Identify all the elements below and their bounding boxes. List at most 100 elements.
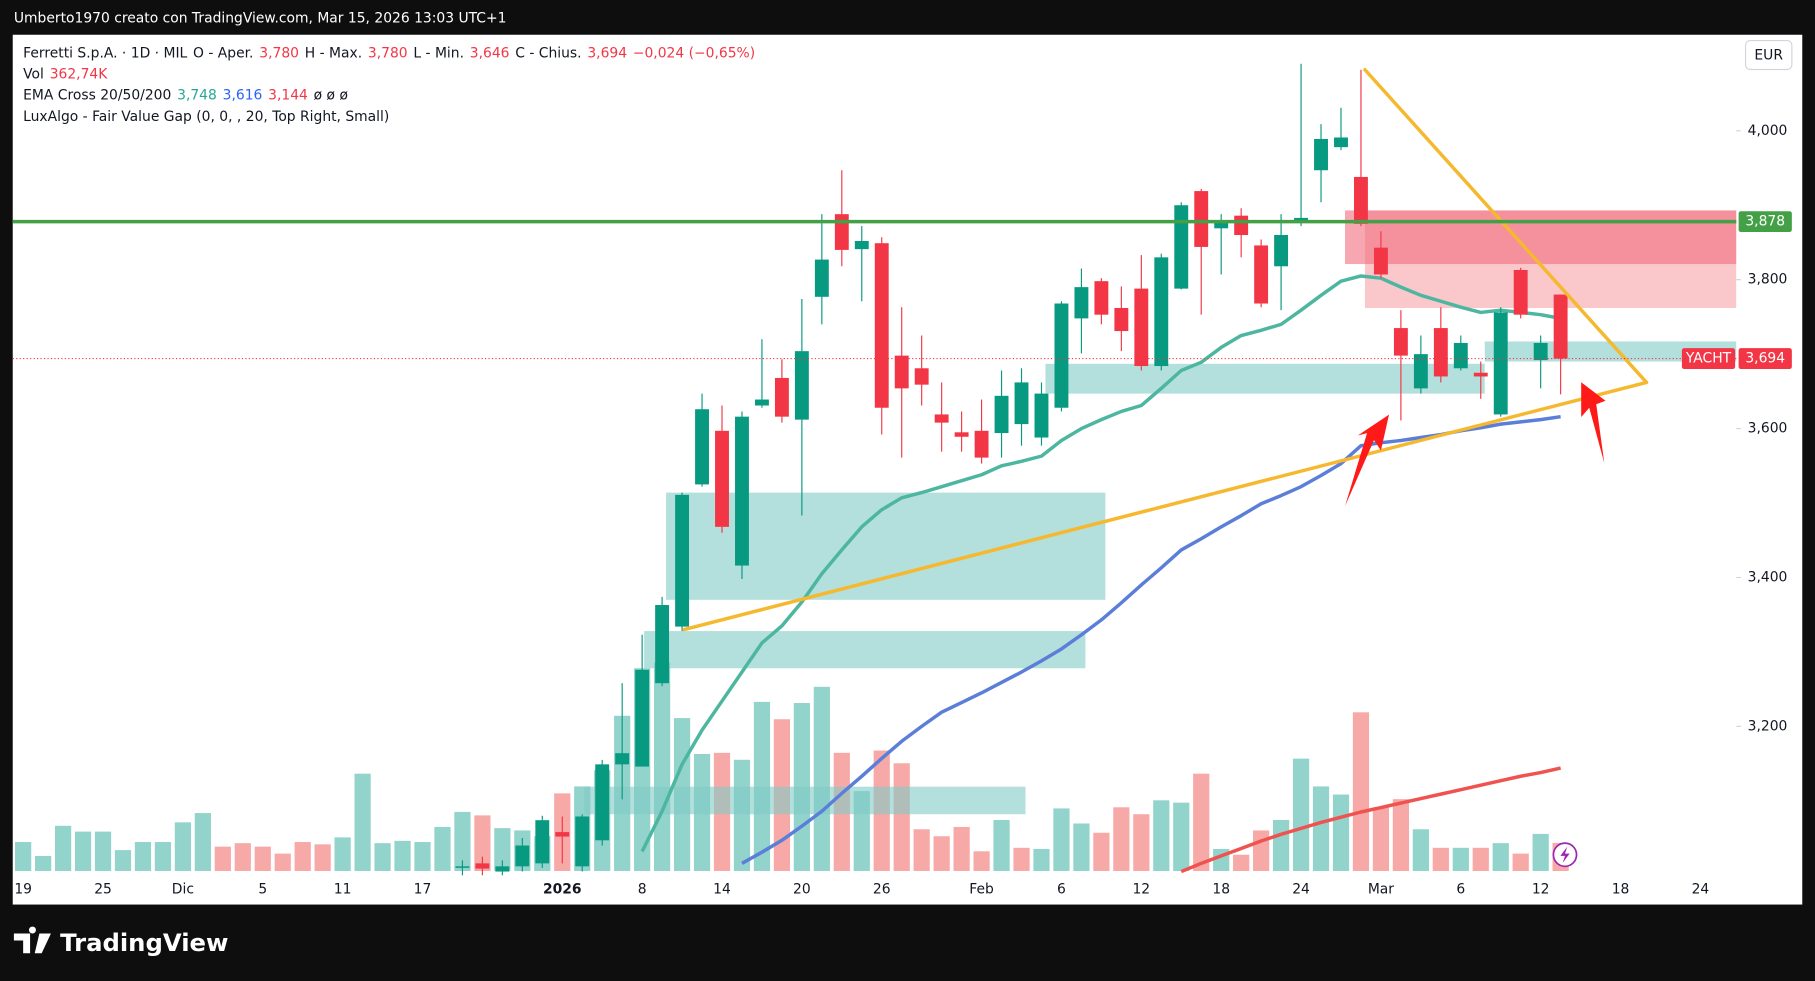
volume-bar [1332, 794, 1350, 871]
volume-bar [1432, 847, 1449, 871]
legend-text: EMA Cross 20/50/200 [23, 88, 171, 104]
chart-panel [12, 34, 1803, 905]
legend-text: LuxAlgo - Fair Value Gap (0, 0, , 20, To… [23, 109, 389, 125]
candle-body [1114, 307, 1129, 332]
legend-text: −0,024 (−0,65%) [633, 45, 755, 61]
volume-bar [1412, 829, 1429, 871]
volume-bar [234, 843, 251, 871]
volume-bar [414, 842, 431, 871]
candle-body [794, 351, 809, 420]
candle-body [874, 243, 889, 408]
candle-body [1513, 270, 1528, 315]
footer-brand: TradingView [60, 928, 228, 957]
volume-bar [1253, 830, 1270, 871]
x-tick-label: 11 [334, 881, 352, 897]
volume-bar [1352, 712, 1370, 871]
candle-body [1373, 247, 1388, 275]
volume-bar [1053, 808, 1070, 871]
legend-text: L - Min. [413, 45, 464, 61]
volume-bar [294, 842, 311, 871]
volume-bar [54, 825, 72, 871]
candle-body [754, 399, 769, 406]
fair-value-gap [584, 786, 1026, 815]
candle-body [894, 355, 909, 389]
volume-bar [74, 831, 92, 871]
volume-bar [1153, 800, 1170, 871]
last-price-label: 3,694 [1745, 351, 1785, 367]
x-tick-label: 26 [873, 881, 891, 897]
x-tick-label: Dic [172, 881, 194, 897]
x-tick-label: 19 [14, 881, 32, 897]
legend-line: LuxAlgo - Fair Value Gap (0, 0, , 20, To… [23, 109, 389, 125]
x-tick-label: 2026 [543, 881, 582, 897]
volume-bar [114, 850, 132, 871]
volume-bar [494, 828, 511, 871]
volume-bar [474, 815, 491, 871]
volume-bar [334, 837, 351, 871]
y-tick-label: 3,600 [1748, 421, 1788, 437]
volume-bar [1093, 832, 1110, 871]
volume-bar [1452, 847, 1469, 871]
legend: Ferretti S.p.A. · 1D · MIL O - Aper. 3,780… [23, 45, 755, 125]
candle-body [615, 753, 630, 765]
volume-bar [1113, 807, 1130, 871]
candle-body [695, 409, 709, 485]
volume-bar [1472, 847, 1489, 871]
volume-bar [35, 855, 52, 871]
volume-bar [254, 846, 271, 871]
volume-bar [933, 836, 950, 871]
candle-body [1254, 245, 1269, 304]
volume-bar [654, 662, 671, 871]
volume-bar [314, 844, 331, 871]
fair-value-gap [644, 631, 1086, 669]
candle-body [1334, 137, 1348, 148]
volume-bar [174, 822, 191, 871]
candle-body [735, 416, 749, 566]
volume-bar [1033, 848, 1050, 871]
legend-text: 3,694 [587, 45, 627, 61]
candle-body [1533, 342, 1548, 361]
fair-value-gap [1045, 363, 1485, 394]
candle-body [455, 866, 470, 868]
legend-text: 362,74K [50, 66, 109, 82]
legend-text: 3,144 [268, 88, 308, 104]
candle-body [675, 494, 690, 627]
currency: EUR [1754, 48, 1783, 64]
volume-bar [1392, 799, 1409, 871]
candle-body [834, 214, 849, 250]
candle-body [1453, 342, 1468, 369]
volume-bar [1272, 820, 1290, 871]
x-tick-label: 12 [1132, 881, 1150, 897]
level-label: 3,878 [1745, 214, 1785, 230]
candle-body [575, 816, 590, 867]
legend-text: 3,780 [368, 45, 408, 61]
candle-body [1234, 215, 1249, 236]
trendline [682, 380, 1649, 632]
x-tick-label: 6 [1456, 881, 1465, 897]
annotation-arrow [1345, 414, 1390, 507]
y-tick-label: 3,200 [1748, 718, 1788, 734]
volume-bar [134, 842, 152, 871]
volume-bar [1312, 786, 1330, 871]
currency-box[interactable] [1744, 39, 1793, 71]
fair-value-gap [1344, 210, 1737, 265]
volume-bar [953, 826, 970, 871]
legend-line: Ferretti S.p.A. · 1D · MIL O - Aper. 3,780… [23, 45, 755, 61]
volume-bar [1173, 802, 1190, 871]
volume-bar [913, 829, 930, 871]
footer-logo [13, 926, 51, 954]
legend-text: ø ø ø [314, 88, 348, 104]
x-tick-label: Feb [969, 881, 994, 897]
legend-text: 3,616 [223, 88, 263, 104]
legend-text: 3,780 [259, 45, 299, 61]
candle-body [1014, 382, 1029, 425]
volume-bar [1133, 814, 1150, 871]
volume-bar [434, 826, 451, 871]
legend-line: Vol 362,74K [23, 66, 108, 82]
volume-bar [374, 843, 391, 871]
candle-body [1413, 354, 1428, 389]
volume-bar [15, 842, 32, 871]
candle-body [1314, 138, 1328, 171]
candle-body [1274, 235, 1289, 267]
